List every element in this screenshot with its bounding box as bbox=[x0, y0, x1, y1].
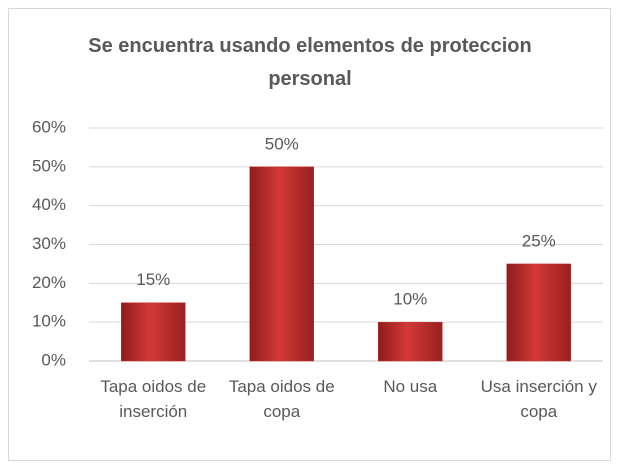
x-tick-label: Tapa oidos de copa bbox=[228, 377, 335, 421]
data-label: 15% bbox=[136, 270, 170, 289]
x-tick-label: Tapa oidos de inserción bbox=[100, 377, 207, 421]
chart-title: Se encuentra usando elementos de protecc… bbox=[88, 35, 532, 90]
y-tick-label: 40% bbox=[32, 195, 66, 214]
x-tick-label: No usa bbox=[383, 377, 438, 396]
data-label: 25% bbox=[522, 231, 556, 250]
y-tick-label: 20% bbox=[32, 273, 66, 292]
y-tick-label: 60% bbox=[32, 117, 66, 136]
y-tick-label: 10% bbox=[32, 312, 66, 331]
bar bbox=[378, 321, 443, 362]
bar bbox=[249, 166, 314, 362]
bar bbox=[121, 302, 186, 362]
y-tick-label: 50% bbox=[32, 156, 66, 175]
y-tick-label: 30% bbox=[32, 234, 66, 253]
x-tick-label: Usa inserción y copa bbox=[480, 377, 597, 421]
data-label: 50% bbox=[265, 134, 299, 153]
chart-frame bbox=[8, 8, 611, 461]
y-tick-label: 0% bbox=[41, 350, 66, 369]
bar bbox=[506, 263, 571, 362]
data-label: 10% bbox=[393, 290, 427, 309]
